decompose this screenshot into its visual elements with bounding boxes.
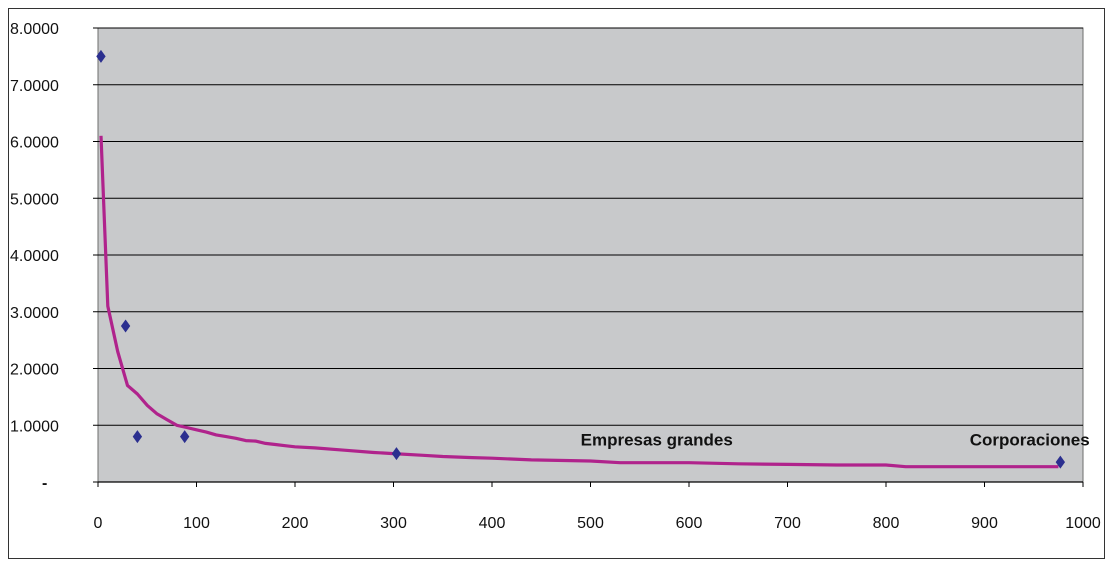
x-tick-label: 200 — [282, 515, 309, 532]
x-tick-label: 700 — [774, 515, 801, 532]
annotation-label: Empresas grandes — [581, 431, 733, 450]
y-tick-label: 7.0000 — [10, 78, 59, 95]
data-point-marker — [132, 430, 143, 444]
x-tick-label: 100 — [183, 515, 210, 532]
data-point-marker — [1055, 455, 1066, 469]
y-tick-label: - — [42, 475, 47, 492]
annotation-label: Corporaciones — [970, 431, 1090, 450]
y-tick-label: 5.0000 — [10, 191, 59, 208]
y-tick-label: 1.0000 — [10, 418, 59, 435]
data-point-marker — [96, 49, 106, 63]
x-tick-label: 300 — [380, 515, 407, 532]
y-tick-label: 8.0000 — [10, 21, 59, 38]
y-tick-label: 3.0000 — [10, 305, 59, 322]
x-tick-label: 500 — [577, 515, 604, 532]
x-tick-label: 900 — [971, 515, 998, 532]
x-tick-label: 600 — [676, 515, 703, 532]
x-tick-label: 0 — [94, 515, 103, 532]
x-tick-label: 1000 — [1065, 515, 1101, 532]
data-point-marker — [180, 430, 190, 444]
x-tick-label: 400 — [479, 515, 506, 532]
x-tick-label: 800 — [873, 515, 900, 532]
data-point-marker — [120, 319, 131, 333]
y-tick-label: 6.0000 — [10, 135, 59, 152]
data-point-marker — [391, 447, 402, 461]
y-tick-label: 2.0000 — [10, 362, 59, 379]
trend-line — [99, 135, 1059, 469]
y-tick-label: 4.0000 — [10, 248, 59, 265]
